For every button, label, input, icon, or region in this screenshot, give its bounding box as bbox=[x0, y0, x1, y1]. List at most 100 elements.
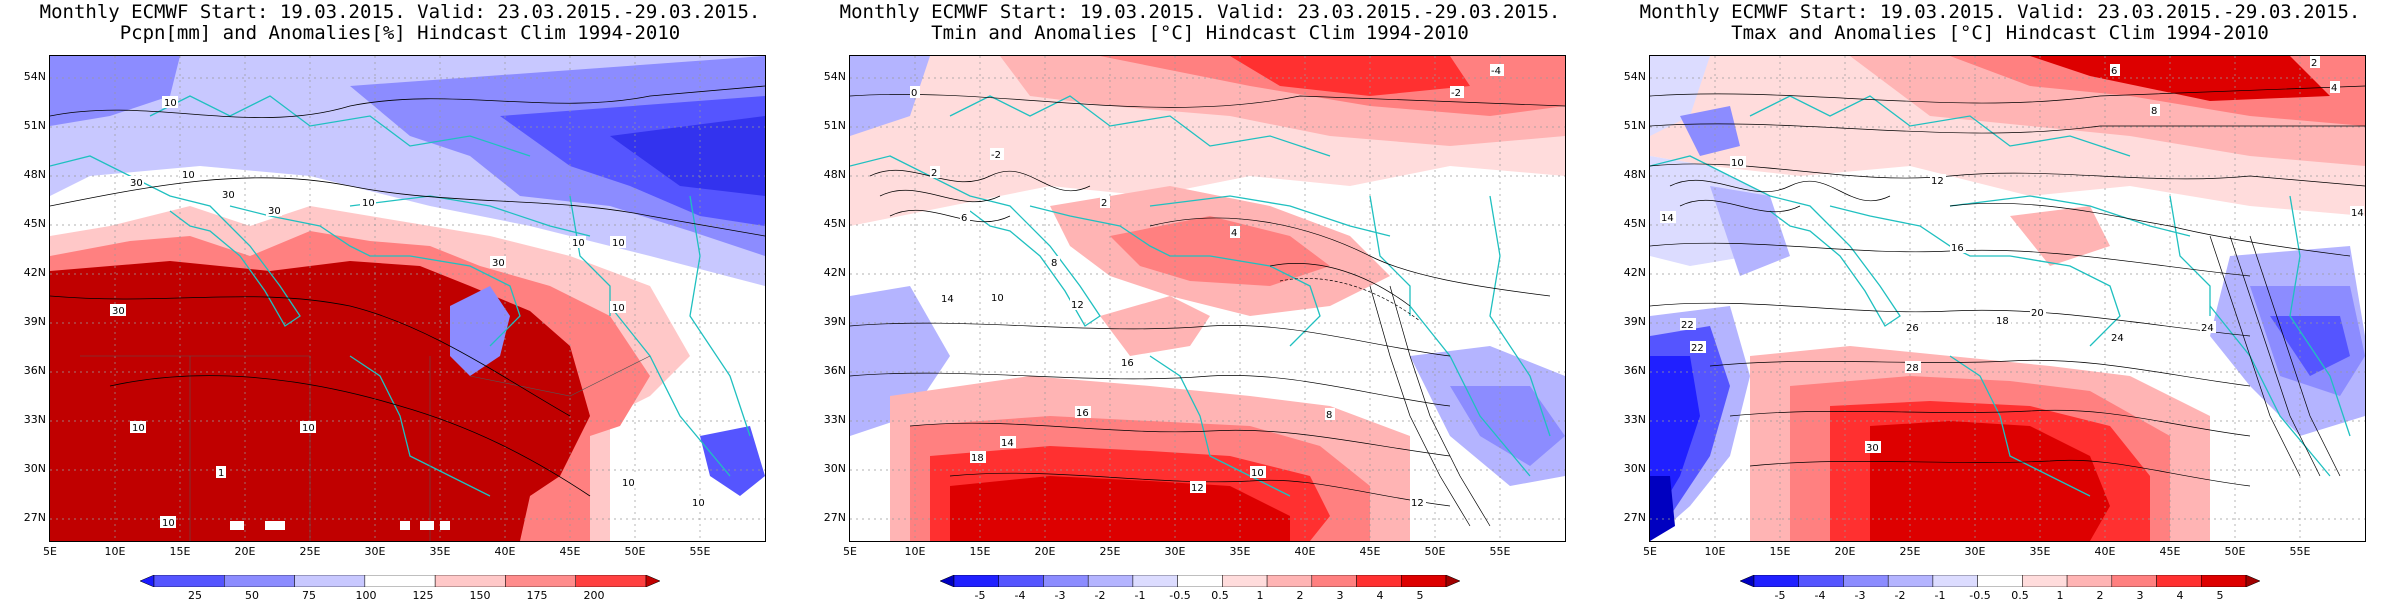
colorbar-swatch bbox=[1043, 575, 1089, 587]
svg-text:0: 0 bbox=[911, 88, 917, 99]
lat-label: 51N bbox=[1623, 119, 1646, 132]
colorbar-swatch bbox=[2201, 575, 2247, 587]
colorbar-swatch bbox=[294, 575, 366, 587]
svg-text:12: 12 bbox=[1931, 176, 1944, 187]
colorbar-swatch bbox=[1087, 575, 1134, 587]
svg-text:10: 10 bbox=[302, 423, 315, 434]
colorbar-arrow-left bbox=[940, 575, 955, 587]
svg-text:10: 10 bbox=[132, 423, 145, 434]
lon-label: 40E bbox=[1294, 545, 1316, 558]
colorbar-arrow-right bbox=[645, 575, 660, 587]
panel-tmax: Monthly ECMWF Start: 19.03.2015. Valid: … bbox=[1600, 0, 2400, 602]
colorbar-label: 3 bbox=[2136, 589, 2144, 602]
lon-label: 5E bbox=[843, 545, 857, 558]
colorbar-label: -5 bbox=[974, 589, 986, 602]
tmin-colorbar bbox=[940, 575, 1460, 587]
lon-label: 25E bbox=[1099, 545, 1121, 558]
svg-text:2: 2 bbox=[1101, 198, 1107, 209]
svg-text:10: 10 bbox=[991, 293, 1004, 304]
colorbar-swatch bbox=[953, 575, 999, 587]
lat-label: 39N bbox=[23, 315, 46, 328]
svg-text:28: 28 bbox=[1906, 363, 1919, 374]
svg-text:14: 14 bbox=[2351, 208, 2364, 219]
svg-text:6: 6 bbox=[2111, 66, 2117, 77]
lat-label: 30N bbox=[23, 462, 46, 475]
lat-label: 48N bbox=[23, 168, 46, 181]
lon-label: 50E bbox=[1424, 545, 1446, 558]
colorbar-label: -3 bbox=[1854, 589, 1866, 602]
svg-text:16: 16 bbox=[1121, 358, 1134, 369]
lat-label: 27N bbox=[1623, 511, 1646, 524]
lon-label: 30E bbox=[364, 545, 386, 558]
colorbar-label: 175 bbox=[526, 589, 548, 602]
colorbar-label: -2 bbox=[1894, 589, 1906, 602]
colorbar-label: 200 bbox=[583, 589, 605, 602]
colorbar-label: 100 bbox=[355, 589, 377, 602]
precip-map: 10 10 10 10 30 30 30 30 30 10 10 10 10 1… bbox=[49, 55, 766, 542]
lat-label: 33N bbox=[823, 413, 846, 426]
lon-label: 50E bbox=[624, 545, 646, 558]
colorbar-label: 125 bbox=[412, 589, 434, 602]
svg-text:-2: -2 bbox=[1451, 88, 1461, 99]
precip-map-canvas: 10 10 10 10 30 30 30 30 30 10 10 10 10 1… bbox=[50, 56, 765, 541]
lon-label: 20E bbox=[234, 545, 256, 558]
colorbar-swatch bbox=[434, 575, 506, 587]
svg-text:30: 30 bbox=[1866, 443, 1879, 454]
panel-title-line2: Tmax and Anomalies [°C] Hindcast Clim 19… bbox=[1731, 22, 2269, 44]
lat-label: 48N bbox=[1623, 168, 1646, 181]
panel-title-line1: Monthly ECMWF Start: 19.03.2015. Valid: … bbox=[839, 1, 1561, 23]
colorbar-arrow-left bbox=[140, 575, 155, 587]
tmin-map-canvas: 0 -4 -2 2 -2 2 4 6 8 10 12 14 16 14 16 1… bbox=[850, 56, 1565, 541]
lat-label: 39N bbox=[823, 315, 846, 328]
lat-label: 51N bbox=[23, 119, 46, 132]
lat-label: 42N bbox=[1623, 266, 1646, 279]
svg-text:-2: -2 bbox=[991, 150, 1001, 161]
lon-label: 10E bbox=[104, 545, 126, 558]
svg-text:22: 22 bbox=[1691, 343, 1704, 354]
lon-label: 40E bbox=[494, 545, 516, 558]
lat-label: 36N bbox=[1623, 364, 1646, 377]
lon-label: 30E bbox=[1164, 545, 1186, 558]
svg-text:30: 30 bbox=[268, 206, 281, 217]
lon-label: 15E bbox=[169, 545, 191, 558]
colorbar-swatch bbox=[153, 575, 225, 587]
lon-label: 15E bbox=[1769, 545, 1791, 558]
lon-label: 20E bbox=[1834, 545, 1856, 558]
svg-text:24: 24 bbox=[2201, 323, 2214, 334]
lon-label: 55E bbox=[689, 545, 711, 558]
colorbar-swatch bbox=[224, 575, 295, 587]
svg-text:18: 18 bbox=[1996, 316, 2009, 327]
svg-text:20: 20 bbox=[2031, 308, 2044, 319]
svg-text:10: 10 bbox=[1731, 158, 1744, 169]
svg-text:2: 2 bbox=[931, 168, 937, 179]
lat-label: 48N bbox=[823, 168, 846, 181]
colorbar-arrow-left bbox=[1740, 575, 1755, 587]
lon-label: 35E bbox=[429, 545, 451, 558]
lon-label: 55E bbox=[1489, 545, 1511, 558]
lon-label: 5E bbox=[1643, 545, 1657, 558]
tmin-contour-labels: 0 -4 -2 2 -2 2 4 6 8 10 12 14 16 14 16 1… bbox=[910, 64, 1504, 509]
colorbar-label: 5 bbox=[2216, 589, 2224, 602]
colorbar-swatch bbox=[1798, 575, 1844, 587]
lat-label: 39N bbox=[1623, 315, 1646, 328]
colorbar-label: 0.5 bbox=[1211, 589, 1229, 602]
colorbar-label: 5 bbox=[1416, 589, 1424, 602]
lat-label: 27N bbox=[823, 511, 846, 524]
colorbar-label: 4 bbox=[2176, 589, 2184, 602]
lon-label: 15E bbox=[969, 545, 991, 558]
colorbar-label: 2 bbox=[2096, 589, 2104, 602]
svg-text:24: 24 bbox=[2111, 333, 2124, 344]
colorbar-swatch bbox=[1177, 575, 1223, 587]
colorbar-arrow-right bbox=[1445, 575, 1460, 587]
svg-text:10: 10 bbox=[362, 198, 375, 209]
colorbar-swatch bbox=[1753, 575, 1799, 587]
svg-text:22: 22 bbox=[1681, 320, 1694, 331]
lat-label: 42N bbox=[23, 266, 46, 279]
lon-label: 45E bbox=[1359, 545, 1381, 558]
colorbar-label: 75 bbox=[302, 589, 316, 602]
colorbar-swatch bbox=[1132, 575, 1178, 587]
colorbar-label: 1 bbox=[2056, 589, 2064, 602]
lat-label: 33N bbox=[1623, 413, 1646, 426]
colorbar-label: 2 bbox=[1296, 589, 1304, 602]
colorbar-arrow-right bbox=[2245, 575, 2260, 587]
